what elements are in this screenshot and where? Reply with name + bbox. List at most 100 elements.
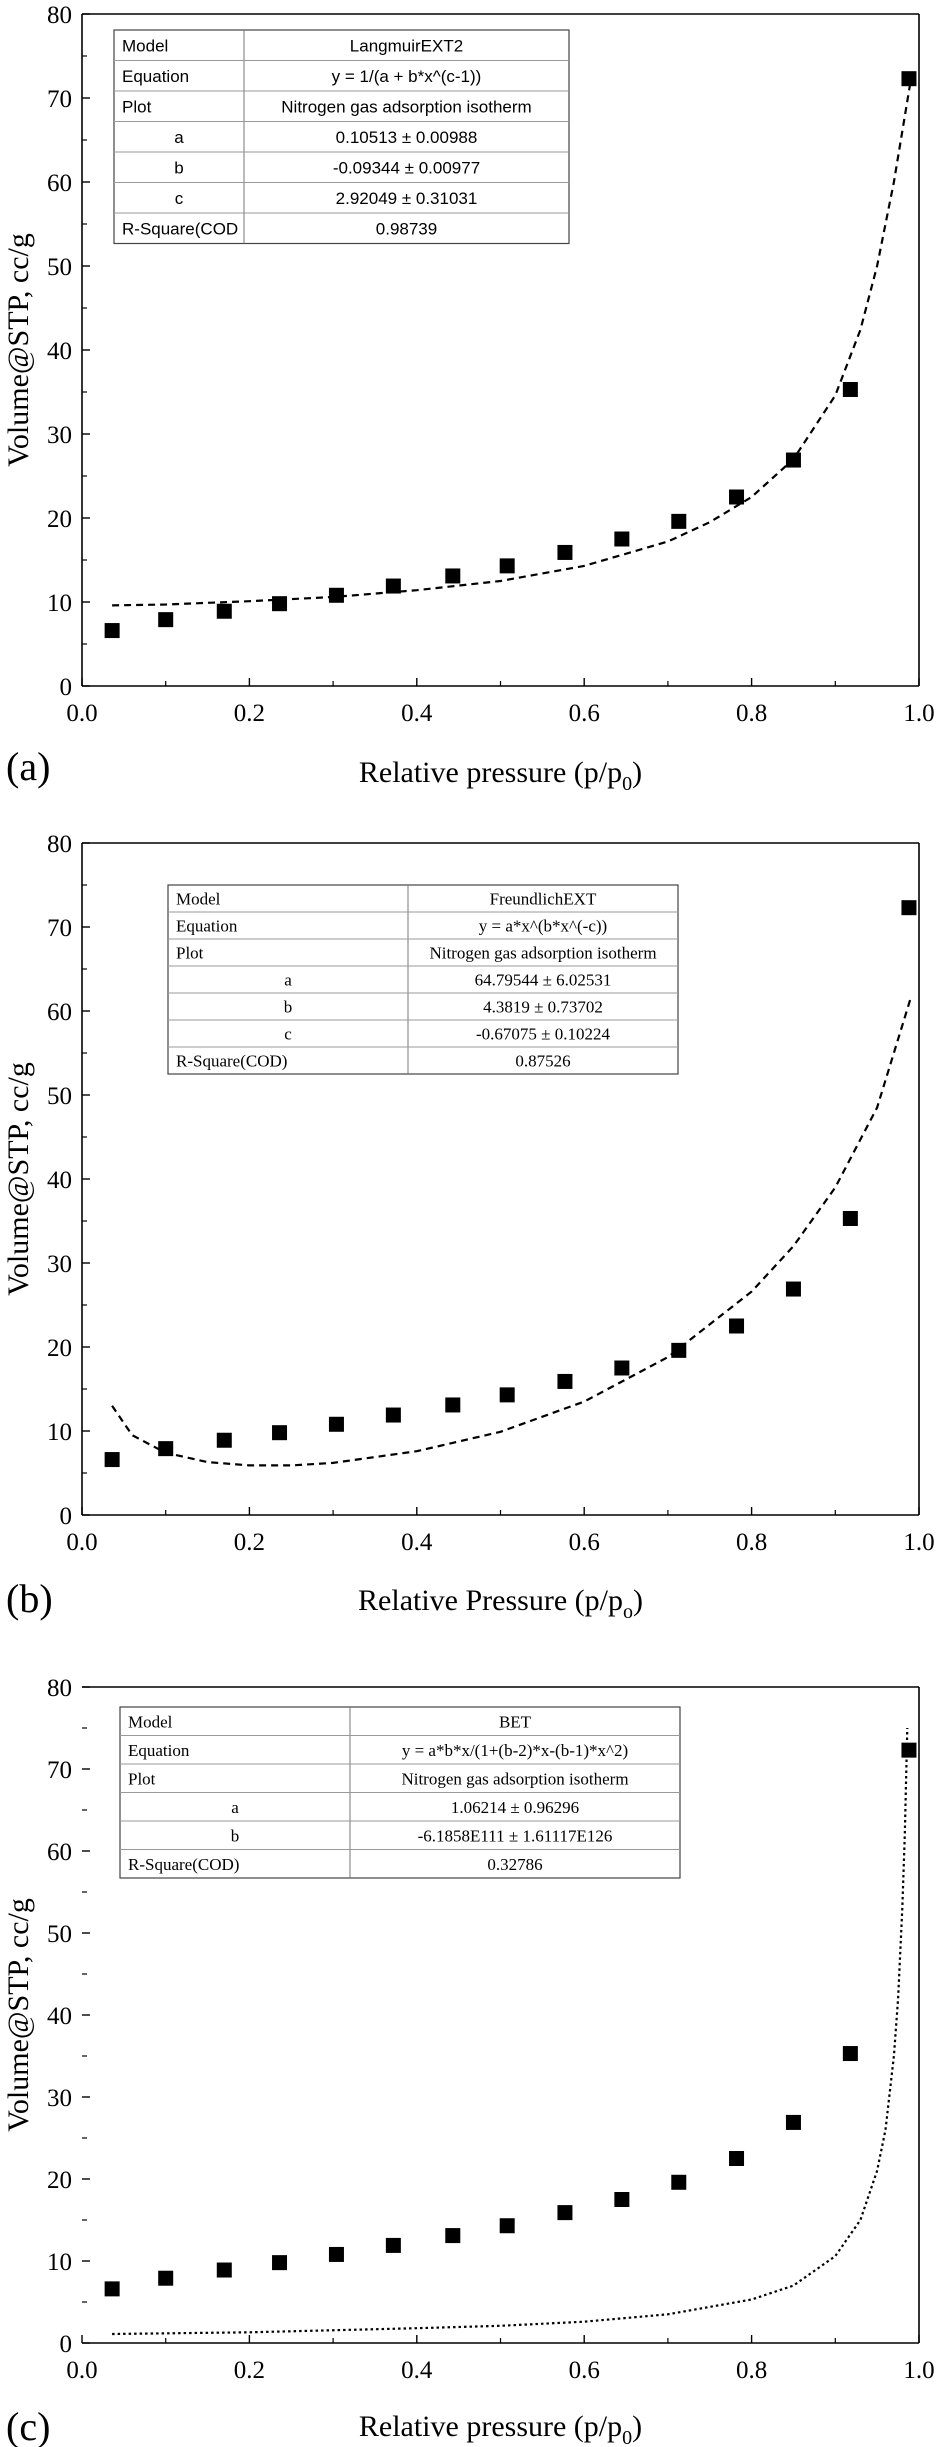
y-tick-label: 40	[47, 338, 72, 365]
data-point-marker	[445, 1397, 461, 1413]
x-tick-label: 0.8	[736, 700, 767, 727]
data-point-marker	[216, 2262, 232, 2278]
x-axis-title: Relative pressure (p/p0)	[359, 756, 642, 795]
y-tick-label: 80	[47, 1675, 72, 1702]
x-tick-label: 1.0	[903, 700, 934, 727]
data-point-marker	[499, 2218, 515, 2234]
y-tick-label: 70	[47, 1757, 72, 1784]
y-tick-label: 50	[47, 1083, 72, 1110]
table-row-label: a	[231, 1798, 239, 1817]
data-point-marker	[901, 71, 917, 87]
table-row-label: b	[231, 1826, 240, 1845]
data-point-marker	[842, 2046, 858, 2062]
panel-label: (a)	[6, 744, 50, 789]
y-tick-label: 50	[47, 1921, 72, 1948]
table-row-value: y = 1/(a + b*x^(c-1))	[332, 67, 482, 86]
data-point-marker	[104, 1452, 120, 1468]
y-tick-label: 70	[47, 915, 72, 942]
x-tick-label: 0.2	[234, 700, 265, 727]
y-tick-label: 20	[47, 1335, 72, 1362]
x-axis-title: Relative pressure (p/p0)	[359, 2410, 642, 2447]
x-tick-label: 0.8	[736, 2357, 767, 2384]
y-tick-label: 30	[47, 422, 72, 449]
y-tick-label: 0	[60, 1503, 73, 1530]
y-tick-label: 30	[47, 2085, 72, 2112]
y-tick-label: 30	[47, 1251, 72, 1278]
panel-label: (b)	[6, 1576, 53, 1621]
table-row-label: R-Square(COD)	[176, 1052, 287, 1071]
fit-stats-table: Model BET Equation y = a*b*x/(1+(b-2)*x-(b-…	[119, 1706, 681, 1879]
x-axis-title-subscript: o	[623, 1601, 633, 1623]
y-tick-label: 10	[47, 2249, 72, 2276]
table-row-value: Nitrogen gas adsorption isotherm	[281, 97, 531, 116]
x-tick-label: 0.0	[66, 1529, 97, 1556]
x-tick-label: 0.6	[569, 2357, 600, 2384]
data-point-marker	[729, 489, 745, 505]
table-row-value: 4.3819 ± 0.73702	[483, 998, 603, 1017]
x-tick-label: 0.2	[234, 1529, 265, 1556]
table-row-value: -0.09344 ± 0.00977	[333, 158, 480, 177]
y-axis-title: Volume@STP, cc/g	[2, 1898, 35, 2132]
data-point-marker	[557, 2205, 573, 2221]
x-tick-label: 0.6	[569, 1529, 600, 1556]
data-point-marker	[216, 1432, 232, 1448]
y-tick-label: 80	[47, 2, 72, 29]
data-point-marker	[328, 587, 344, 603]
data-point-marker	[901, 900, 917, 916]
table-row-value: 0.10513 ± 0.00988	[336, 128, 478, 147]
x-axis-title-end: )	[633, 1584, 643, 1617]
data-point-marker	[445, 568, 461, 584]
table-row-value: 64.79544 ± 6.02531	[475, 971, 612, 990]
chart-panel-3: 0.0 0.2 0.4 0.6 0.8 1.0 0 10 20 30 40 50 60 70 80 Volum…	[2, 1675, 935, 2447]
panel-label: (c)	[6, 2404, 50, 2447]
x-tick-label: 0.0	[66, 2357, 97, 2384]
x-tick-label: 0.0	[66, 700, 97, 727]
table-row-label: Plot	[122, 97, 152, 116]
data-point-marker	[385, 578, 401, 594]
y-tick-label: 10	[47, 1419, 72, 1446]
table-border	[113, 29, 570, 245]
table-row-label: Equation	[176, 917, 238, 936]
data-point-marker	[272, 1425, 288, 1441]
x-axis-title-main: Relative pressure (p/p	[359, 2410, 622, 2443]
table-row-label: Model	[176, 890, 221, 909]
y-axis-title: Volume@STP, cc/g	[2, 233, 35, 467]
data-point-marker	[614, 2192, 630, 2207]
x-axis-title-subscript: 0	[622, 2427, 632, 2447]
table-row-value: FreundlichEXT	[490, 890, 597, 909]
data-point-marker	[104, 623, 120, 639]
y-tick-label: 0	[60, 2331, 73, 2358]
y-tick-label: 50	[47, 254, 72, 281]
table-row-value: Nitrogen gas adsorption isotherm	[401, 1769, 628, 1788]
data-point-marker	[158, 1441, 174, 1457]
y-tick-label: 80	[47, 831, 72, 858]
x-tick-label: 0.4	[401, 1529, 433, 1556]
fit-stats-table: Model FreundlichEXT Equation y = a*x^(b*x^(…	[167, 884, 679, 1075]
data-point-marker	[614, 1360, 630, 1376]
y-tick-label: 40	[47, 2003, 72, 2030]
table-row-value: -6.1858E111 ± 1.61117E126	[418, 1826, 613, 1845]
table-row-label: R-Square(COD)	[128, 1855, 239, 1874]
data-point-marker	[158, 612, 174, 628]
table-row-value: 0.32786	[487, 1855, 542, 1874]
data-point-marker	[499, 558, 515, 574]
table-row-value: y = a*x^(b*x^(-c))	[479, 917, 607, 936]
x-axis-title-end: )	[632, 756, 642, 789]
table-row-value: y = a*b*x/(1+(b-2)*x-(b-1)*x^2)	[402, 1741, 628, 1760]
table-row-value: 1.06214 ± 0.96296	[451, 1798, 579, 1817]
x-tick-label: 0.8	[736, 1529, 767, 1556]
data-point-marker	[671, 2174, 687, 2190]
table-row-label: Model	[122, 36, 168, 55]
table-row-label: a	[174, 128, 184, 147]
x-tick-label: 0.2	[234, 2357, 265, 2384]
table-row-label: c	[175, 189, 184, 208]
data-point-marker	[842, 1210, 858, 1226]
data-point-marker	[785, 1281, 801, 1297]
data-point-marker	[272, 2255, 288, 2271]
data-point-marker	[901, 1742, 917, 1758]
x-tick-label: 1.0	[903, 1529, 934, 1556]
data-point-marker	[671, 513, 687, 529]
data-point-marker	[729, 1318, 745, 1334]
chart-panel-2: 0.0 0.2 0.4 0.6 0.8 1.0 0 10 20 30 40 50 60 70 80 Volum…	[2, 831, 935, 1623]
y-tick-label: 20	[47, 506, 72, 533]
